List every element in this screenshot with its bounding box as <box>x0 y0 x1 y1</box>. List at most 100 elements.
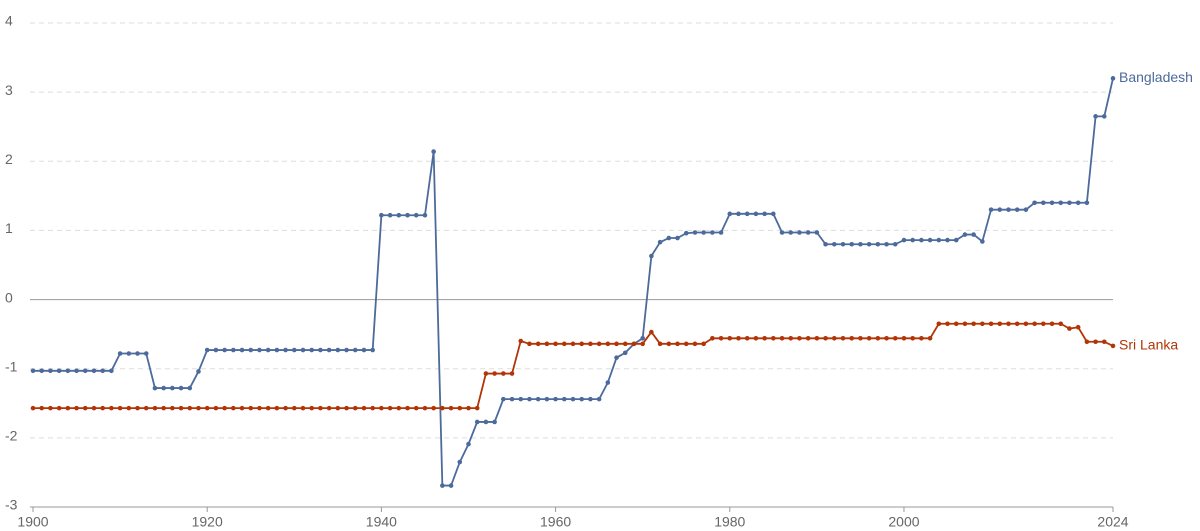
point <box>875 241 881 247</box>
point <box>1023 207 1029 212</box>
point <box>152 385 158 391</box>
point <box>866 335 872 341</box>
point <box>492 419 497 425</box>
point <box>1058 200 1064 206</box>
point <box>466 405 471 411</box>
point <box>1049 200 1055 206</box>
point <box>448 405 454 411</box>
point <box>352 347 358 353</box>
point <box>100 368 105 374</box>
point <box>596 341 602 347</box>
point <box>936 237 942 243</box>
point <box>701 230 706 235</box>
point <box>56 405 62 411</box>
point <box>692 341 698 347</box>
point <box>509 371 515 376</box>
point <box>213 347 219 353</box>
point <box>840 241 846 247</box>
point <box>570 341 576 347</box>
point <box>561 341 567 347</box>
point <box>875 335 881 341</box>
point <box>640 335 645 341</box>
point <box>797 230 802 235</box>
y-tick-label: -3 <box>5 497 18 513</box>
point <box>178 405 184 411</box>
point <box>326 405 332 411</box>
point <box>196 405 201 411</box>
point <box>361 405 367 411</box>
point <box>431 405 436 411</box>
point <box>675 341 680 347</box>
point <box>1101 114 1107 119</box>
point <box>614 341 619 347</box>
y-tick-label: -2 <box>5 428 18 444</box>
point <box>109 368 114 374</box>
point <box>649 253 654 259</box>
point <box>605 341 611 347</box>
point <box>509 396 515 402</box>
point <box>640 341 645 347</box>
point <box>291 347 297 353</box>
point <box>962 232 968 237</box>
point <box>457 405 463 411</box>
point <box>945 321 950 327</box>
point <box>370 347 375 353</box>
point <box>126 351 132 356</box>
point <box>692 230 698 235</box>
point <box>1023 321 1029 327</box>
point <box>762 335 767 341</box>
point <box>65 405 71 411</box>
point <box>135 405 140 411</box>
point <box>265 347 271 353</box>
point <box>910 335 915 341</box>
point <box>936 321 942 327</box>
point <box>56 368 62 374</box>
point <box>74 405 79 411</box>
point <box>736 335 741 341</box>
point <box>117 405 123 411</box>
y-tick-label: -1 <box>5 358 18 374</box>
point <box>1032 200 1037 206</box>
point <box>884 241 889 247</box>
point <box>892 241 898 247</box>
point <box>239 347 245 353</box>
point <box>370 405 375 411</box>
point <box>39 405 45 411</box>
x-tick-label: 2024 <box>1097 514 1128 530</box>
point <box>1075 324 1081 330</box>
point <box>631 341 637 347</box>
point <box>518 396 524 402</box>
point <box>239 405 245 411</box>
point <box>535 396 541 402</box>
point <box>980 321 985 327</box>
point <box>204 405 210 411</box>
point <box>1110 76 1116 81</box>
series-label: Bangladesh <box>1119 69 1193 85</box>
point <box>413 405 419 411</box>
point <box>561 396 567 402</box>
point <box>30 405 36 411</box>
point <box>431 149 436 154</box>
point <box>1014 207 1020 212</box>
point <box>553 396 558 402</box>
point <box>622 350 628 356</box>
point <box>379 212 384 218</box>
point <box>805 230 811 235</box>
point <box>779 230 785 235</box>
point <box>222 405 227 411</box>
point <box>309 347 315 353</box>
point <box>48 368 53 374</box>
point <box>422 212 428 218</box>
point <box>892 335 898 341</box>
point <box>187 385 193 391</box>
point <box>335 405 341 411</box>
point <box>1006 207 1011 212</box>
point <box>344 347 349 353</box>
point <box>805 335 811 341</box>
point <box>1014 321 1020 327</box>
point <box>1006 321 1011 327</box>
point <box>727 335 733 341</box>
point <box>100 405 105 411</box>
point <box>771 211 776 217</box>
point <box>1058 321 1064 327</box>
